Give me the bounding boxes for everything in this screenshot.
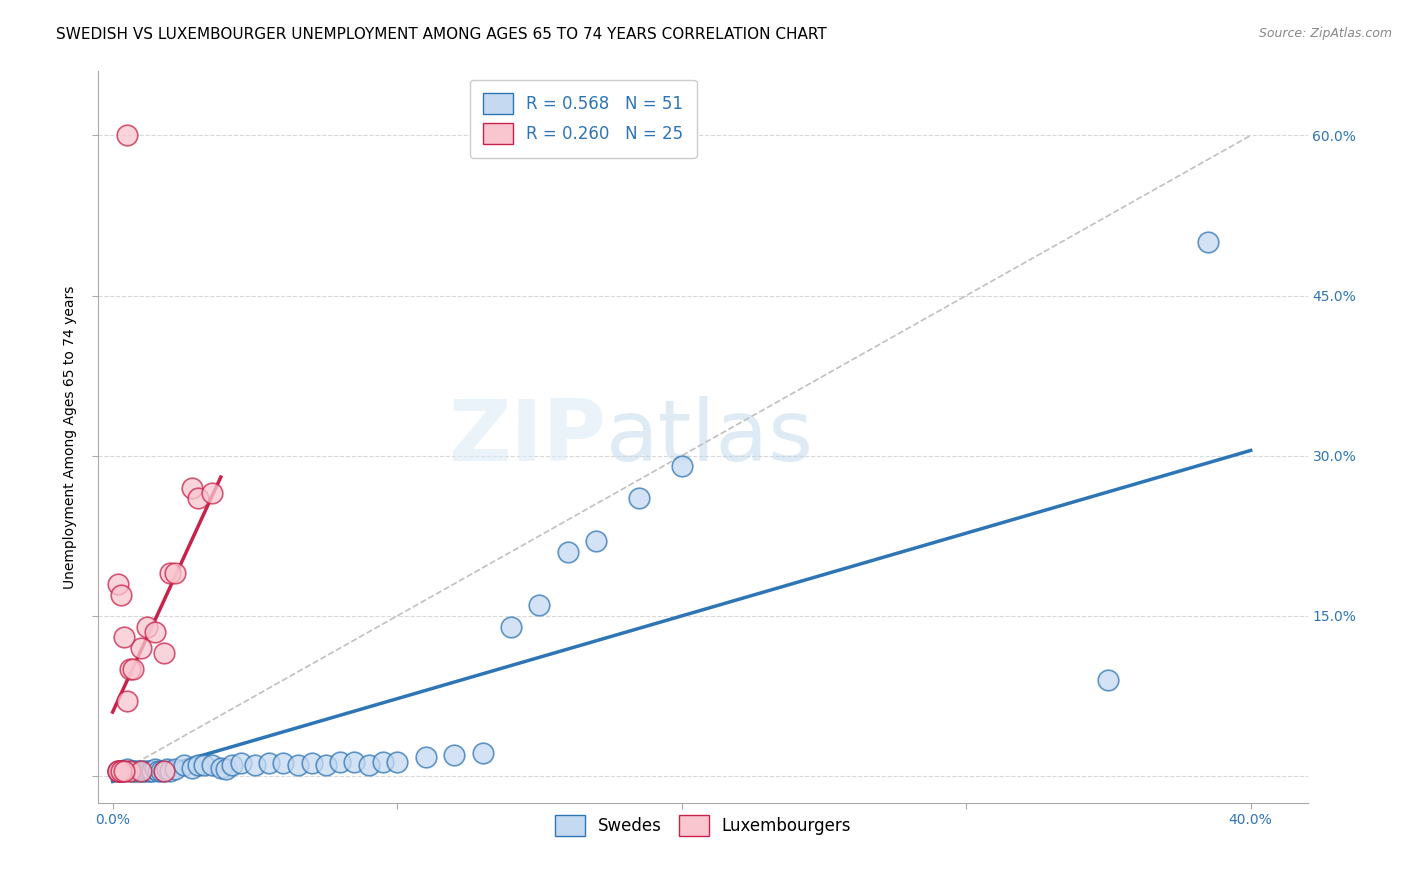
Point xyxy=(529,599,551,613)
Text: atlas: atlas xyxy=(606,395,814,479)
Point xyxy=(112,764,135,778)
Point xyxy=(121,662,143,676)
Point xyxy=(107,764,129,778)
Point xyxy=(156,762,179,776)
Point xyxy=(132,764,155,778)
Point xyxy=(110,764,132,778)
Point xyxy=(118,662,141,676)
Point xyxy=(181,481,204,495)
Point xyxy=(585,534,607,549)
Text: SWEDISH VS LUXEMBOURGER UNEMPLOYMENT AMONG AGES 65 TO 74 YEARS CORRELATION CHART: SWEDISH VS LUXEMBOURGER UNEMPLOYMENT AMO… xyxy=(56,27,827,42)
Point xyxy=(273,756,295,771)
Legend: Swedes, Luxembourgers: Swedes, Luxembourgers xyxy=(541,801,865,849)
Point xyxy=(143,762,166,776)
Point xyxy=(115,128,138,143)
Point xyxy=(209,760,232,774)
Point xyxy=(107,577,129,591)
Point xyxy=(257,756,280,771)
Point xyxy=(165,566,187,581)
Point xyxy=(153,646,176,660)
Point xyxy=(301,756,323,771)
Point xyxy=(385,756,408,770)
Point xyxy=(124,764,146,778)
Point xyxy=(127,764,149,778)
Point xyxy=(221,758,243,772)
Point xyxy=(499,619,522,633)
Text: Source: ZipAtlas.com: Source: ZipAtlas.com xyxy=(1258,27,1392,40)
Point xyxy=(135,764,157,778)
Point xyxy=(115,694,138,708)
Y-axis label: Unemployment Among Ages 65 to 74 years: Unemployment Among Ages 65 to 74 years xyxy=(63,285,77,589)
Point xyxy=(201,486,224,500)
Point xyxy=(138,764,160,778)
Point xyxy=(159,764,181,778)
Point xyxy=(415,750,437,764)
Point xyxy=(243,758,266,772)
Point xyxy=(187,491,209,506)
Point xyxy=(187,758,209,772)
Point xyxy=(121,764,143,778)
Point xyxy=(129,764,152,778)
Point xyxy=(215,762,238,776)
Point xyxy=(129,764,152,778)
Point xyxy=(112,764,135,778)
Point xyxy=(181,760,204,774)
Point xyxy=(443,747,465,762)
Point xyxy=(129,640,152,655)
Point xyxy=(107,764,129,778)
Point xyxy=(557,545,579,559)
Point xyxy=(315,758,337,772)
Point xyxy=(118,764,141,778)
Point xyxy=(201,758,224,772)
Point xyxy=(1097,673,1119,687)
Point xyxy=(159,566,181,581)
Point xyxy=(329,756,352,770)
Point xyxy=(146,764,169,778)
Point xyxy=(165,762,187,776)
Point xyxy=(153,764,176,778)
Point xyxy=(118,764,141,778)
Text: ZIP: ZIP xyxy=(449,395,606,479)
Point xyxy=(173,758,195,772)
Point xyxy=(107,764,129,778)
Point xyxy=(112,764,135,778)
Point xyxy=(112,630,135,644)
Point xyxy=(229,756,252,771)
Point xyxy=(135,619,157,633)
Point xyxy=(671,459,693,474)
Point xyxy=(371,756,394,770)
Point xyxy=(627,491,650,506)
Point xyxy=(110,764,132,778)
Point xyxy=(150,764,173,778)
Point xyxy=(153,764,176,778)
Point xyxy=(110,764,132,778)
Point xyxy=(110,588,132,602)
Point xyxy=(287,758,309,772)
Point xyxy=(143,624,166,639)
Point xyxy=(357,758,380,772)
Point xyxy=(471,746,494,760)
Point xyxy=(343,756,366,770)
Point xyxy=(115,762,138,776)
Point xyxy=(193,758,215,772)
Point xyxy=(141,764,163,778)
Point xyxy=(1197,235,1219,250)
